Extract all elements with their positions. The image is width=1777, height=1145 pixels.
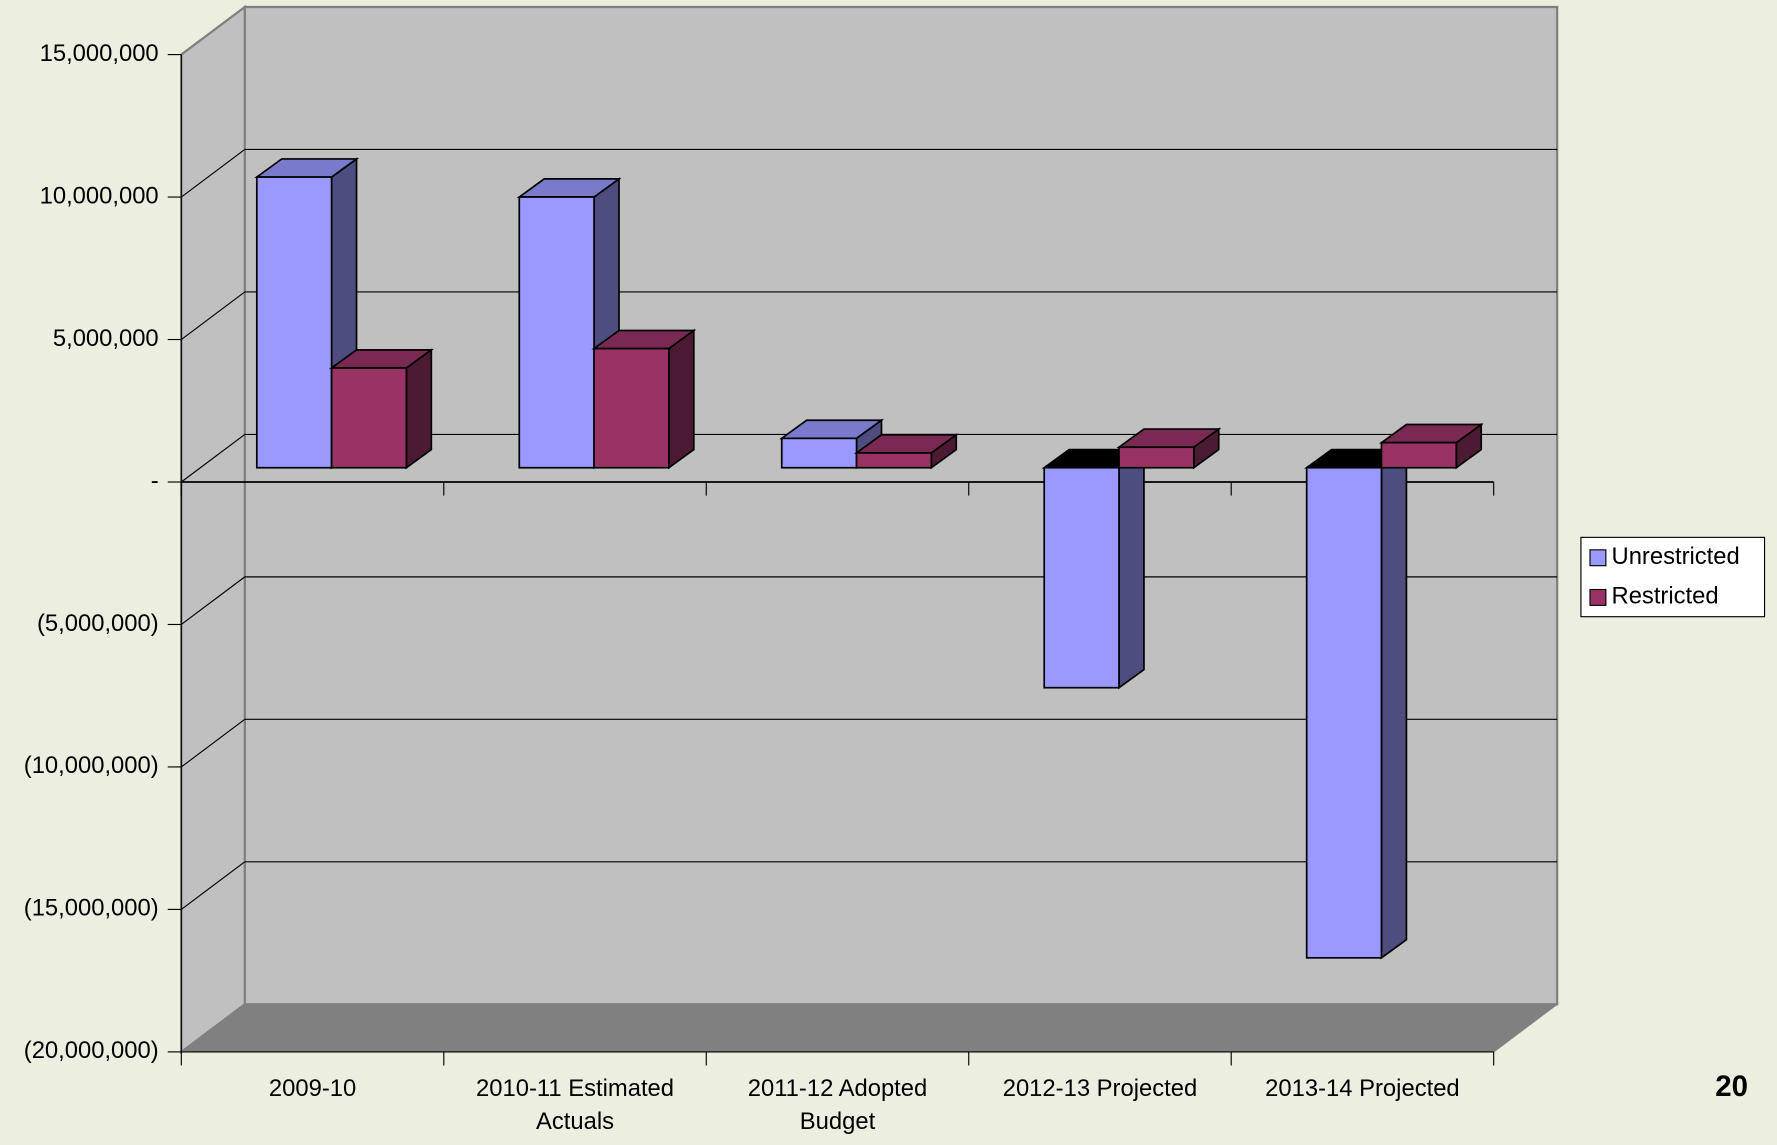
legend-swatch bbox=[1589, 588, 1607, 606]
bar bbox=[1380, 441, 1458, 469]
bar bbox=[255, 176, 333, 469]
floor bbox=[179, 1003, 1559, 1053]
grid-line bbox=[180, 149, 246, 198]
x-tick-label: 2010-11 Estimated Actuals bbox=[476, 1075, 675, 1135]
bar bbox=[1118, 446, 1195, 469]
legend-swatch bbox=[1589, 549, 1607, 567]
bar bbox=[855, 452, 933, 469]
grid-line bbox=[180, 718, 246, 768]
grid-line bbox=[180, 291, 246, 340]
bar-side bbox=[1118, 447, 1145, 690]
grid-line bbox=[180, 861, 246, 910]
x-tick-label-box: 2010-11 Estimated Actuals bbox=[476, 1075, 675, 1135]
bar-side bbox=[405, 348, 433, 470]
grid-line bbox=[180, 576, 246, 625]
grid-line bbox=[180, 433, 246, 483]
x-tick-label: 2011-12 Adopted Budget bbox=[747, 1075, 928, 1135]
y-tick-label: 5,000,000 bbox=[53, 325, 159, 352]
x-tick-label-box: 2013-14 Projected bbox=[1265, 1075, 1460, 1102]
page-number: 20 bbox=[1715, 1070, 1748, 1103]
legend-box bbox=[1580, 536, 1766, 618]
bar-side bbox=[668, 328, 695, 470]
bar bbox=[593, 347, 670, 469]
y-tick-label: (5,000,000) bbox=[37, 610, 159, 637]
x-tick-label: 2012-13 Projected bbox=[1002, 1075, 1198, 1102]
legend-label: Restricted bbox=[1612, 583, 1719, 610]
bar bbox=[1305, 466, 1383, 959]
bar bbox=[1043, 466, 1120, 689]
x-tick-label-box: 2009-10 bbox=[268, 1075, 357, 1102]
x-tick-label-box: 2011-12 Adopted Budget bbox=[747, 1075, 928, 1135]
y-tick-label: (15,000,000) bbox=[24, 895, 159, 922]
side-wall bbox=[180, 4, 246, 1055]
y-tick-label: 15,000,000 bbox=[40, 40, 159, 67]
x-tick-label: 2009-10 bbox=[268, 1075, 357, 1102]
y-tick-label: (10,000,000) bbox=[24, 752, 159, 779]
y-tick-label: 10,000,000 bbox=[40, 182, 159, 209]
bar-side bbox=[1380, 447, 1408, 960]
bar bbox=[330, 367, 408, 469]
x-tick-label: 2013-14 Projected bbox=[1265, 1075, 1460, 1102]
legend-label: Unrestricted bbox=[1612, 543, 1740, 570]
x-tick-label-box: 2012-13 Projected bbox=[1002, 1075, 1198, 1102]
bar bbox=[780, 437, 858, 469]
bar bbox=[518, 196, 595, 469]
y-tick-label: - bbox=[151, 467, 159, 494]
y-tick-label: (20,000,000) bbox=[24, 1037, 159, 1064]
